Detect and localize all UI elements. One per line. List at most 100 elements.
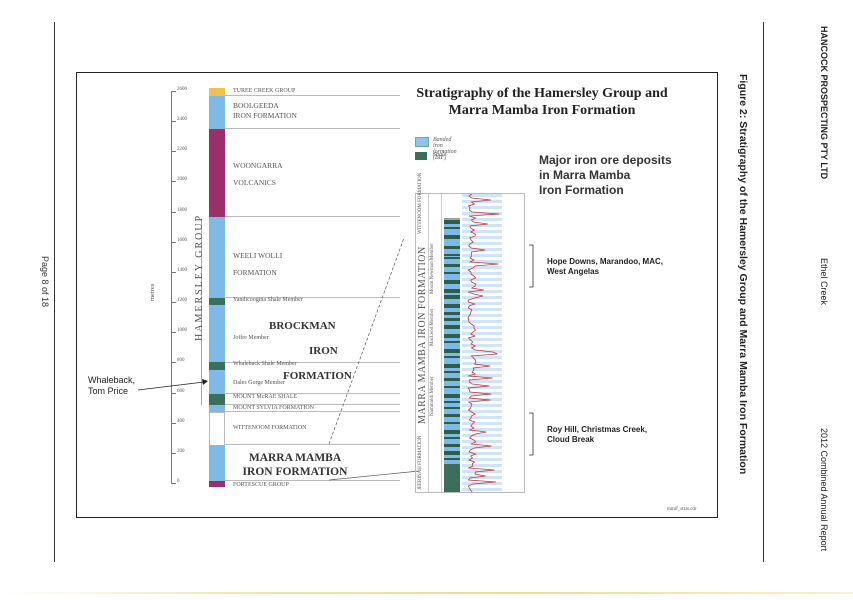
unit-woongarra <box>209 129 225 217</box>
axis-tick-label: 600 <box>177 388 185 394</box>
shale-band <box>444 414 460 417</box>
label-joffre: Joffre Member <box>233 335 269 341</box>
log-band <box>462 344 502 347</box>
log-band <box>462 296 502 299</box>
axis-tick <box>171 422 176 424</box>
axis-tick-label: 200 <box>177 448 185 454</box>
shale-band <box>444 349 460 353</box>
shale-base <box>444 464 460 492</box>
shale-band <box>444 371 460 373</box>
shale-band <box>444 407 460 409</box>
unit-weeli-wolli <box>209 217 225 298</box>
log-band <box>462 332 502 335</box>
log-band <box>462 194 502 197</box>
label-fortescue: FORTESCUE GROUP <box>233 482 289 488</box>
axis-tick-label: 2200 <box>177 147 187 153</box>
shale-band <box>444 334 460 338</box>
shale-band <box>444 451 460 455</box>
log-band <box>462 434 502 437</box>
unit-dales-gorge <box>209 370 225 394</box>
axis-tick <box>171 271 176 273</box>
legend-bif-label: Banded iron formation (BIF) <box>433 137 457 161</box>
contact-lines <box>225 73 405 493</box>
log-band <box>462 374 502 377</box>
label-wittenoom: WITTENOOM FORMATION <box>233 425 307 431</box>
unit-marra-mamba <box>209 445 225 481</box>
shale-band <box>444 378 460 381</box>
left-margin-rule <box>54 22 55 562</box>
shale-band <box>444 364 460 368</box>
axis-tick <box>171 91 176 92</box>
right-margin-rule <box>763 22 764 562</box>
axis-tick-label: 1800 <box>177 207 187 213</box>
log-band <box>462 326 502 329</box>
legend-shale-swatch <box>415 152 427 160</box>
axis-tick <box>171 483 176 484</box>
label-marra-mamba: MARRA MAMBA IRON FORMATION <box>242 452 348 478</box>
figure-title: Stratigraphy of the Hamersley Group and … <box>377 85 707 119</box>
gamma-log-curve <box>462 194 502 492</box>
log-band <box>462 416 502 419</box>
log-band <box>462 260 502 263</box>
unit-turee-creek <box>209 88 225 96</box>
shale-band <box>444 246 460 249</box>
legend-bif-swatch <box>415 137 429 147</box>
log-band <box>462 410 502 413</box>
unit-whaleback-shale <box>209 362 225 370</box>
shale-band <box>444 356 460 358</box>
axis-tick-label: 400 <box>177 418 185 424</box>
unit-joffre <box>209 305 225 362</box>
figure-reference: mmif_strat.cdr <box>667 507 697 512</box>
axis-tick <box>171 452 176 454</box>
detail-lithology-column <box>444 194 460 492</box>
axis-tick-label: 2000 <box>177 177 187 183</box>
log-band <box>462 272 502 275</box>
label-whaleback-shale: Whaleback Shale Member <box>233 361 297 367</box>
shale-band <box>444 280 460 284</box>
shale-band <box>444 220 460 224</box>
label-mt-mcrae: MOUNT McRAE SHALE <box>233 394 298 400</box>
shale-band <box>444 235 460 239</box>
shale-band <box>444 444 460 447</box>
axis-tick <box>171 302 176 304</box>
shale-band <box>444 272 460 274</box>
label-brockman: BROCKMAN <box>269 320 336 332</box>
shale-band <box>444 394 460 398</box>
label-brockman-iron: IRON <box>309 345 338 357</box>
figure-title-line-2: Marra Mamba Iron Formation <box>448 103 636 118</box>
zoom-connectors <box>328 237 420 481</box>
shale-band <box>444 401 460 403</box>
unit-yandicoogina <box>209 298 225 305</box>
axis-tick <box>171 121 176 123</box>
log-band <box>462 350 502 353</box>
log-band <box>462 356 502 359</box>
log-band <box>462 308 502 311</box>
log-band <box>462 452 502 455</box>
deposit-lower-label: Roy Hill, Christmas Creek, Cloud Break <box>547 425 648 444</box>
log-band <box>462 266 502 269</box>
axis-tick-label: 0 <box>177 479 180 484</box>
log-band <box>462 212 502 215</box>
legend-shale-label: Shale <box>433 152 447 158</box>
log-band <box>462 380 502 383</box>
log-band <box>462 404 502 407</box>
axis-tick-label: 1200 <box>177 298 187 304</box>
log-band <box>462 224 502 227</box>
log-band <box>462 200 502 203</box>
label-yandicoogina: Yandicoogina Shale Member <box>233 297 303 303</box>
log-band <box>462 218 502 221</box>
log-band <box>462 464 502 467</box>
shale-band <box>444 437 460 439</box>
axis-tick-label: 2400 <box>177 117 187 123</box>
shale-band <box>444 458 460 460</box>
shale-band <box>444 325 460 329</box>
label-brockman-formation: FORMATION <box>283 370 352 382</box>
axis-tick-label: 800 <box>177 358 185 364</box>
log-band <box>462 488 502 491</box>
label-weeli-wolli: WEELI WOLLI FORMATION <box>233 251 283 277</box>
shale-band <box>444 289 460 293</box>
axis-tick-label: 2600 <box>177 87 187 92</box>
axis-tick <box>171 151 176 153</box>
log-band <box>462 278 502 281</box>
shale-band <box>444 318 460 321</box>
